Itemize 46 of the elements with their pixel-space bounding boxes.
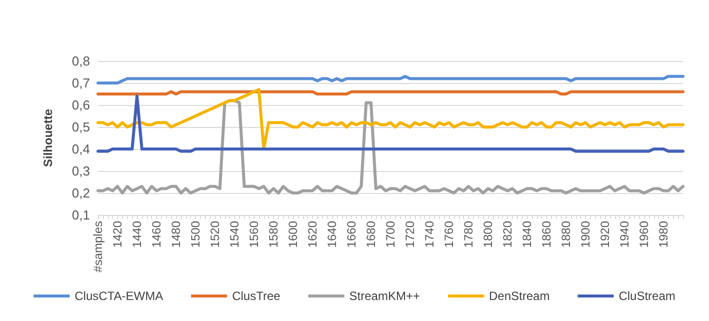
line-series — [96, 74, 684, 84]
x-tick-label: 1500 — [188, 220, 202, 248]
x-tick-label: 1720 — [403, 220, 417, 248]
x-tick-label: 1900 — [578, 220, 592, 248]
x-tick-label: 1600 — [286, 220, 300, 248]
x-tick-label: 1520 — [208, 220, 222, 248]
y-axis-title: Silhouette — [41, 108, 55, 168]
x-tick-label: 1440 — [130, 220, 144, 248]
y-tick-label: 0,6 — [72, 98, 90, 112]
y-tick-label: 0,3 — [72, 164, 90, 178]
x-tick-label: 1420 — [110, 220, 124, 248]
legend-label: DenStream — [488, 289, 550, 303]
x-tick-label: 1960 — [637, 220, 651, 248]
x-tick-label: 1480 — [169, 220, 183, 248]
x-tick-label: 1620 — [306, 220, 320, 248]
y-tick-label: 0,5 — [72, 120, 90, 134]
x-tick-label: 1540 — [228, 220, 242, 248]
legend-label: CluStream — [618, 289, 676, 303]
x-tick-label: 1820 — [500, 220, 514, 248]
y-tick-label: 0,2 — [72, 186, 90, 200]
y-tick-label: 0,1 — [72, 208, 90, 222]
x-tick-label: 1840 — [520, 220, 534, 248]
x-tick-label: 1980 — [656, 220, 670, 248]
y-tick-label: 0,8 — [72, 54, 90, 68]
x-tick-label: 1560 — [247, 220, 261, 248]
legend-label: ClusCTA-EWMA — [74, 289, 164, 303]
x-tick-label: 1740 — [422, 220, 436, 248]
x-tick-label: 1700 — [384, 220, 398, 248]
x-tick-label: #samples — [91, 221, 105, 272]
x-tick-label: 1880 — [559, 220, 573, 248]
y-tick-label: 0,4 — [72, 142, 90, 156]
x-tick-label: 1780 — [462, 220, 476, 248]
x-tick-label: 1860 — [540, 220, 554, 248]
y-tick-label: 0,7 — [72, 76, 90, 90]
x-tick-label: 1940 — [618, 220, 632, 248]
legend-label: ClusTree — [232, 289, 281, 303]
x-tick-label: 1920 — [598, 220, 612, 248]
x-tick-label: 1580 — [266, 220, 280, 248]
x-tick-label: 1660 — [344, 220, 358, 248]
legend-label: StreamKM++ — [349, 289, 420, 303]
x-tick-label: 1680 — [364, 220, 378, 248]
line-series — [96, 99, 684, 194]
x-tick-label: 1460 — [150, 220, 164, 248]
x-tick-label: 1640 — [325, 220, 339, 248]
x-tick-label: 1760 — [442, 220, 456, 248]
x-tick-label: 1800 — [481, 220, 495, 248]
